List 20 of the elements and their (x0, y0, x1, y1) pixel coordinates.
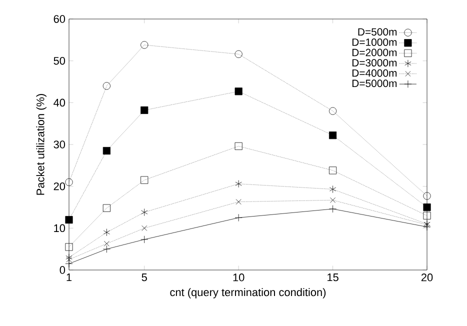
y-tick-label: 10 (54, 224, 66, 232)
y-tick-label: 30 (54, 140, 66, 148)
legend-label: D=1000m (352, 38, 397, 46)
y-tick-label: 0 (60, 266, 66, 274)
legend-label: D=5000m (352, 80, 397, 88)
y-tick-label: 50 (54, 56, 66, 65)
legend-label: D=3000m (352, 59, 397, 66)
legend-label: D=2000m (352, 48, 397, 56)
y-tick-label: 20 (54, 182, 66, 190)
y-tick-label: 40 (54, 98, 66, 107)
legend-label: D=500m (358, 28, 397, 36)
x-tick-label: 1 (66, 274, 72, 282)
x-tick-label: 5 (142, 274, 147, 282)
legend-label: D=4000m (352, 69, 397, 77)
x-tick-label: 10 (233, 274, 244, 282)
x-tick-label: 20 (421, 274, 433, 282)
x-tick-label: 15 (328, 274, 338, 282)
x-axis-title: cnt (query termination condition) (170, 288, 326, 298)
y-axis-title: Packet utilization (%) (36, 94, 46, 195)
y-tick-label: 60 (54, 15, 66, 23)
